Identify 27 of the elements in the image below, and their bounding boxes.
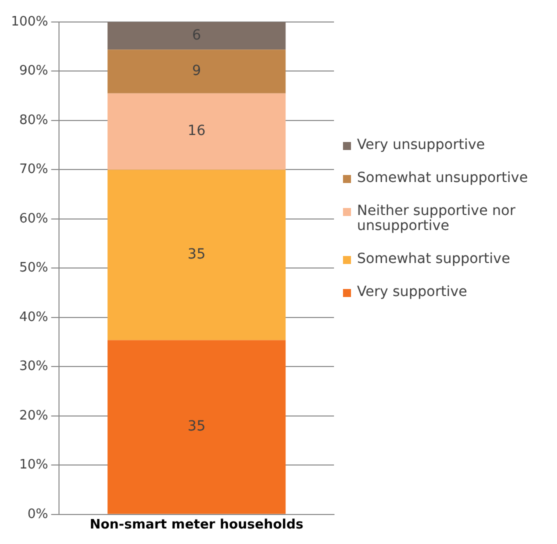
legend-label: Very supportive [357, 284, 468, 300]
data-label: 35 [188, 418, 206, 435]
y-tick-label: 20% [19, 408, 48, 424]
y-tick-label: 70% [19, 162, 48, 178]
data-label: 9 [192, 63, 202, 80]
bar [108, 340, 286, 514]
bar [108, 22, 286, 50]
y-tick-label: 50% [19, 260, 48, 276]
bar [108, 50, 286, 94]
data-label: 35 [188, 246, 206, 263]
data-label: 16 [188, 123, 206, 140]
y-tick-label: 40% [19, 310, 48, 325]
y-tick-label: 60% [19, 211, 48, 226]
bar [108, 93, 286, 170]
legend-label: Somewhat unsupportive [357, 170, 528, 186]
legend-label: Somewhat supportive [357, 251, 510, 267]
data-label: 6 [192, 27, 202, 44]
y-tick-label: 80% [19, 112, 48, 128]
y-tick-label: 30% [19, 359, 48, 374]
y-tick-label: 100% [10, 14, 48, 30]
y-tick-label: 10% [19, 458, 48, 473]
bar [108, 170, 286, 340]
y-tick-label: 90% [19, 64, 48, 79]
legend-label: Very unsupportive [357, 137, 485, 153]
y-tick-label: 0% [28, 506, 48, 522]
legend-label: Neither supportive nor unsupportive [357, 203, 516, 234]
x-tick-label: Non-smart meter households [90, 518, 304, 533]
